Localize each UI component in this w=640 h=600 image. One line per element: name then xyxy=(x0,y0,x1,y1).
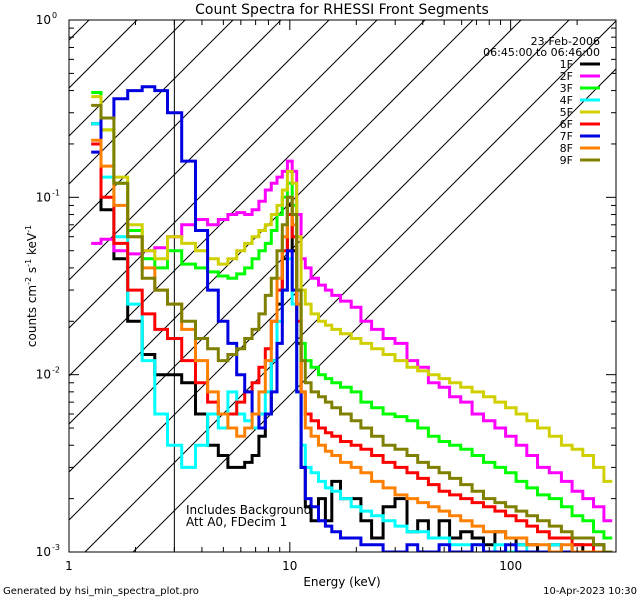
legend-label-7f: 7F xyxy=(560,130,573,143)
footer-generator: Generated by hsi_min_spectra_plot.pro xyxy=(3,586,199,597)
y-tick-base: 10 xyxy=(36,13,51,27)
hatch-line xyxy=(69,20,378,329)
y-tick-label: 10 xyxy=(36,13,51,27)
y-tick-base: 10 xyxy=(36,545,51,559)
series-group xyxy=(91,85,613,552)
legend-label-1f: 1F xyxy=(560,58,573,71)
y-tick-exponent: -1 xyxy=(52,188,60,197)
hatch-line xyxy=(69,20,282,233)
x-tick-label: 10 xyxy=(282,559,297,573)
series-2f xyxy=(91,159,613,523)
y-axis-label-exp2: -1 xyxy=(24,259,33,267)
x-tick-labels: 1 10 100 xyxy=(65,559,522,573)
hatch-line xyxy=(69,20,330,281)
y-tick-label: 10 xyxy=(36,190,51,204)
y-tick-base: 10 xyxy=(36,190,51,204)
legend-label-2f: 2F xyxy=(560,70,573,83)
hatch-line xyxy=(69,20,570,521)
y-axis-label-exp1: -2 xyxy=(24,277,33,285)
y-axis-label-mid: s xyxy=(25,267,39,277)
attenuated-region-hatch xyxy=(69,20,616,552)
hatch-line xyxy=(69,20,426,377)
series-5f xyxy=(91,95,613,483)
legend-label-9f: 9F xyxy=(560,154,573,167)
hatch-line xyxy=(69,20,474,425)
y-tick-base: 10 xyxy=(36,368,51,382)
series-7f xyxy=(91,85,613,552)
y-axis-label: counts cm-2 s-1 keV-1 xyxy=(24,225,39,347)
y-axis-label-main: counts cm xyxy=(25,285,39,347)
hatch-line xyxy=(84,20,616,552)
y-tick-exponent: -3 xyxy=(52,543,60,552)
footer-timestamp: 10-Apr-2023 10:30 xyxy=(543,586,637,597)
hatch-line xyxy=(69,20,234,185)
axis-ticks xyxy=(68,19,617,553)
legend-label-5f: 5F xyxy=(560,106,573,119)
legend-date: 23-Feb-2006 xyxy=(531,35,600,48)
x-tick-label: 1 xyxy=(65,559,73,573)
hatch-line xyxy=(69,20,90,41)
y-tick-label: 10 xyxy=(36,545,51,559)
x-tick-label: 100 xyxy=(499,559,522,573)
y-axis-label-unit: keV xyxy=(25,232,39,259)
annotation-background: Includes Background xyxy=(186,503,311,517)
hatch-line xyxy=(69,20,522,473)
hatch-line xyxy=(132,68,616,552)
y-tick-label: 10 xyxy=(36,368,51,382)
chart-title: Count Spectra for RHESSI Front Segments xyxy=(195,2,489,18)
y-tick-exponent: -2 xyxy=(52,366,60,375)
hatch-line xyxy=(69,20,186,137)
plot-frame xyxy=(68,19,617,553)
legend-label-8f: 8F xyxy=(560,142,573,155)
y-axis-label-exp3: -1 xyxy=(24,225,33,233)
x-axis-label: Energy (keV) xyxy=(303,575,380,589)
legend-label-6f: 6F xyxy=(560,118,573,131)
legend-label-3f: 3F xyxy=(560,82,573,95)
legend-label-4f: 4F xyxy=(560,94,573,107)
series-6f xyxy=(91,142,613,552)
series-9f xyxy=(91,103,613,552)
series-4f xyxy=(91,122,613,552)
series-3f xyxy=(91,91,613,540)
series-8f xyxy=(91,138,613,552)
annotation-attenuator: Att A0, FDecim 1 xyxy=(186,515,287,529)
legend-time-range: 06:45:00 to 06:46:00 xyxy=(483,46,600,59)
y-tick-exponent: 0 xyxy=(52,11,57,20)
